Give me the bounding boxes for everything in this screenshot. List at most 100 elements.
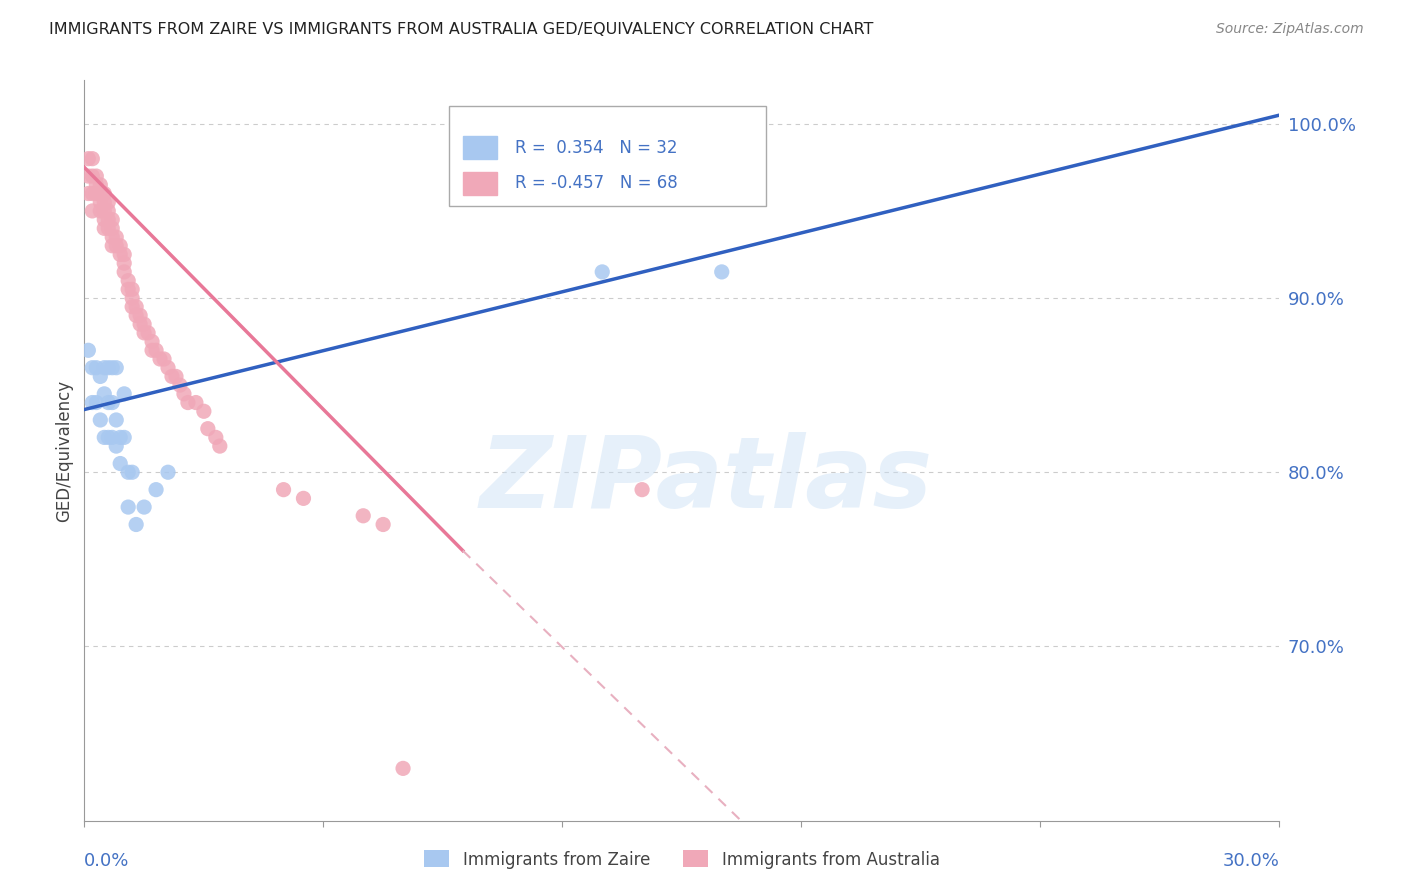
Point: [169, 378, 191, 392]
Point: [93, 195, 115, 210]
Bar: [463, 172, 496, 195]
Point: [97, 212, 120, 227]
Point: [710, 265, 733, 279]
Point: [145, 343, 167, 358]
Point: [136, 326, 159, 340]
Point: [89, 413, 111, 427]
Point: [141, 334, 163, 349]
Point: [89, 178, 111, 192]
Point: [105, 360, 128, 375]
Point: [129, 317, 152, 331]
Point: [631, 483, 654, 497]
Point: [117, 465, 139, 479]
Point: [97, 203, 120, 218]
Bar: [463, 136, 496, 160]
Text: ZIPatlas: ZIPatlas: [479, 432, 932, 529]
Point: [112, 265, 135, 279]
Point: [121, 282, 143, 296]
Point: [121, 291, 143, 305]
Point: [121, 300, 143, 314]
Point: [117, 274, 139, 288]
Point: [86, 169, 108, 183]
Point: [97, 360, 120, 375]
Point: [82, 169, 104, 183]
Point: [101, 360, 124, 375]
Point: [93, 430, 115, 444]
Point: [93, 203, 115, 218]
Point: [132, 326, 156, 340]
Point: [352, 508, 374, 523]
Point: [373, 517, 395, 532]
Point: [82, 152, 104, 166]
Point: [292, 491, 315, 506]
Point: [165, 369, 187, 384]
Point: [193, 404, 215, 418]
Point: [77, 186, 100, 201]
Y-axis label: GED/Equivalency: GED/Equivalency: [55, 379, 73, 522]
Point: [208, 439, 231, 453]
Point: [112, 430, 135, 444]
Point: [125, 300, 148, 314]
Point: [101, 221, 124, 235]
Point: [273, 483, 295, 497]
Point: [157, 360, 180, 375]
Point: [82, 395, 104, 409]
Point: [132, 500, 156, 514]
Point: [82, 203, 104, 218]
Text: R =  0.354   N = 32: R = 0.354 N = 32: [515, 138, 678, 157]
Point: [591, 265, 613, 279]
Point: [105, 413, 128, 427]
Point: [105, 439, 128, 453]
Point: [77, 343, 100, 358]
Point: [97, 395, 120, 409]
Point: [110, 239, 132, 253]
Point: [101, 230, 124, 244]
Point: [157, 465, 180, 479]
Point: [160, 369, 183, 384]
Point: [197, 422, 219, 436]
Point: [77, 169, 100, 183]
Point: [101, 430, 124, 444]
Point: [112, 387, 135, 401]
Point: [129, 309, 152, 323]
Point: [141, 343, 163, 358]
Point: [177, 395, 200, 409]
Point: [89, 203, 111, 218]
Text: 30.0%: 30.0%: [1223, 852, 1279, 870]
Point: [173, 387, 195, 401]
Point: [89, 195, 111, 210]
Text: 0.0%: 0.0%: [84, 852, 129, 870]
Point: [184, 395, 207, 409]
Point: [125, 309, 148, 323]
Point: [97, 430, 120, 444]
Point: [93, 221, 115, 235]
Point: [105, 239, 128, 253]
Point: [101, 212, 124, 227]
Text: R = -0.457   N = 68: R = -0.457 N = 68: [515, 174, 678, 192]
Point: [392, 761, 415, 775]
Point: [93, 360, 115, 375]
Point: [93, 212, 115, 227]
Point: [86, 186, 108, 201]
Point: [110, 247, 132, 261]
Point: [132, 317, 156, 331]
Point: [97, 221, 120, 235]
Point: [77, 152, 100, 166]
Point: [86, 360, 108, 375]
Point: [86, 395, 108, 409]
Text: Source: ZipAtlas.com: Source: ZipAtlas.com: [1216, 22, 1364, 37]
Point: [149, 351, 172, 366]
Point: [93, 186, 115, 201]
Point: [205, 430, 228, 444]
Point: [110, 430, 132, 444]
FancyBboxPatch shape: [449, 106, 766, 206]
Point: [121, 465, 143, 479]
Point: [93, 387, 115, 401]
Text: IMMIGRANTS FROM ZAIRE VS IMMIGRANTS FROM AUSTRALIA GED/EQUIVALENCY CORRELATION C: IMMIGRANTS FROM ZAIRE VS IMMIGRANTS FROM…: [49, 22, 873, 37]
Point: [117, 500, 139, 514]
Point: [82, 360, 104, 375]
Point: [101, 239, 124, 253]
Point: [89, 186, 111, 201]
Point: [89, 369, 111, 384]
Point: [101, 395, 124, 409]
